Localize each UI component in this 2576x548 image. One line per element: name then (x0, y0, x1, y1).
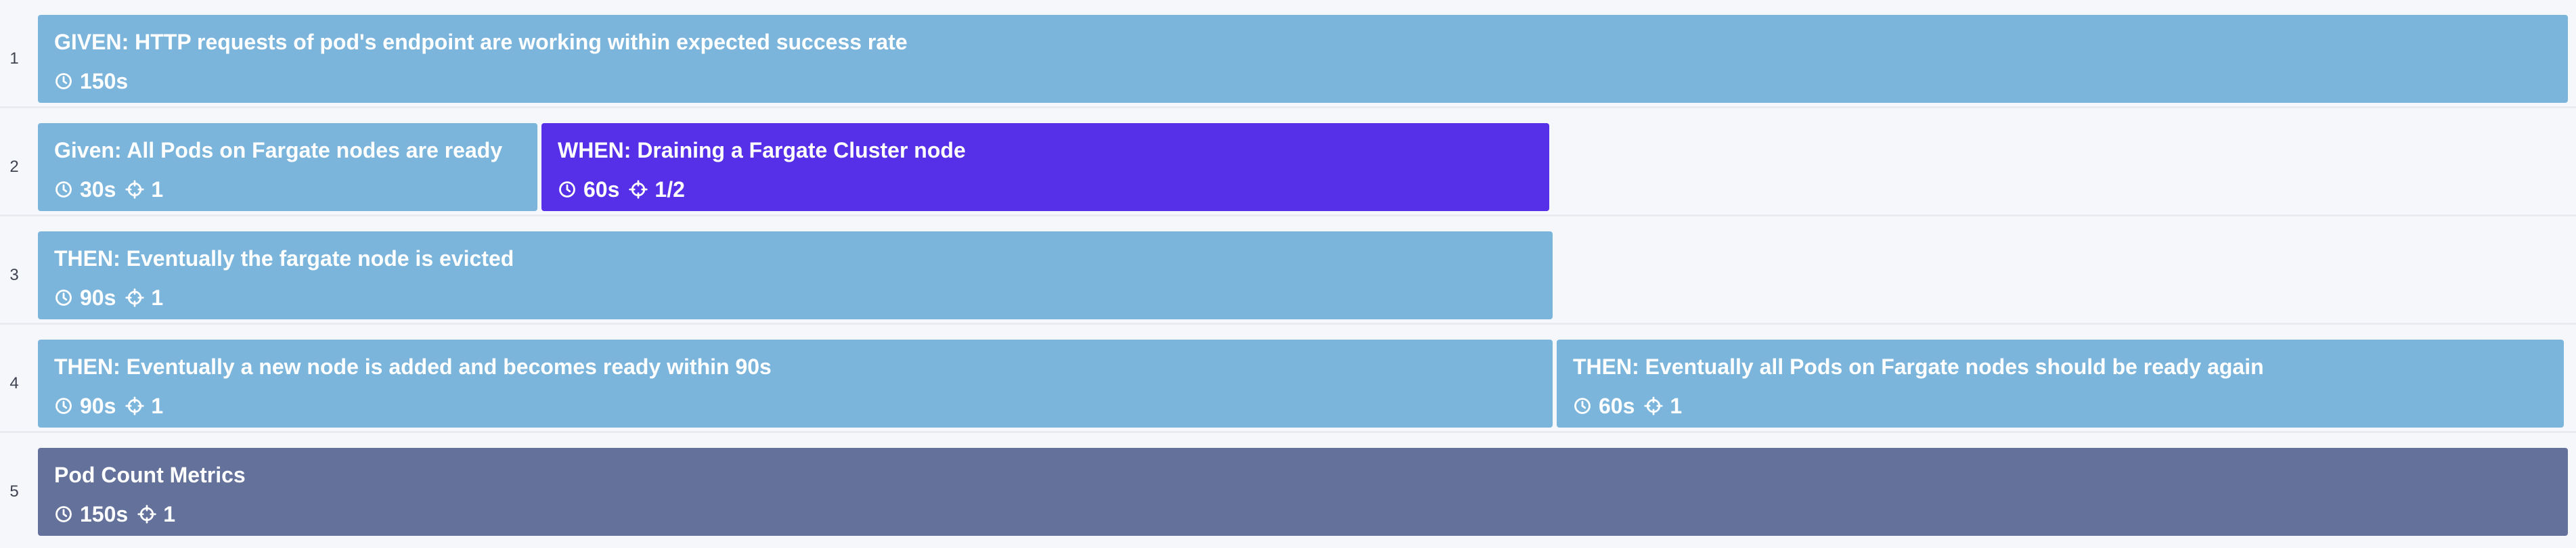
clock-icon (55, 506, 72, 522)
duration-value: 150s (80, 69, 129, 93)
clock-icon (55, 398, 72, 414)
step-http-success-rate[interactable]: GIVEN: HTTP requests of pod's endpoint a… (38, 15, 2568, 103)
duration-value: 60s (1599, 394, 1635, 418)
step-pod-count-metrics[interactable]: Pod Count Metrics 150s 1 (38, 448, 2568, 536)
duration-value: 150s (80, 502, 129, 526)
step-draining-node[interactable]: WHEN: Draining a Fargate Cluster node 60… (541, 123, 1549, 211)
target-icon (137, 505, 156, 524)
lane-number: 5 (9, 482, 19, 501)
duration-value: 60s (583, 177, 620, 202)
target-value: 1 (151, 394, 164, 418)
duration-value: 90s (80, 394, 116, 418)
lane-number: 3 (9, 266, 19, 284)
target-value: 1 (1670, 394, 1683, 418)
step-new-node-added[interactable]: THEN: Eventually a new node is added and… (38, 340, 1553, 428)
step-meta: 150s (54, 68, 137, 95)
step-title: THEN: Eventually the fargate node is evi… (54, 246, 514, 271)
duration-value: 90s (80, 286, 116, 310)
clock-icon (55, 73, 72, 89)
lane-gutter (0, 216, 32, 323)
step-meta: 60s 1/2 (558, 176, 694, 203)
step-pods-ready[interactable]: Given: All Pods on Fargate nodes are rea… (38, 123, 537, 211)
target-value: 1 (163, 502, 175, 526)
lane-number: 1 (9, 49, 19, 68)
clock-icon (55, 181, 72, 198)
step-meta: 150s 1 (54, 501, 185, 528)
lane-1: 1 GIVEN: HTTP requests of pod's endpoint… (0, 0, 2576, 108)
step-title: Given: All Pods on Fargate nodes are rea… (54, 138, 503, 162)
lane-number: 4 (9, 374, 19, 392)
step-meta: 90s 1 (54, 392, 173, 419)
target-icon (125, 396, 145, 415)
target-value: 1 (151, 286, 164, 310)
lane-gutter (0, 108, 32, 214)
target-icon (629, 180, 648, 199)
step-pods-ready-again[interactable]: THEN: Eventually all Pods on Fargate nod… (1557, 340, 2564, 428)
step-meta: 30s 1 (54, 176, 173, 203)
lane-gutter (0, 0, 32, 106)
step-title: GIVEN: HTTP requests of pod's endpoint a… (54, 30, 908, 54)
target-value: 1/2 (654, 177, 685, 202)
clock-icon (559, 181, 575, 198)
target-icon (125, 180, 145, 199)
lane-gutter (0, 433, 32, 548)
lane-number: 2 (9, 158, 19, 176)
step-meta: 60s 1 (1573, 392, 1691, 419)
clock-icon (55, 290, 72, 306)
lane-3: 3 THEN: Eventually the fargate node is e… (0, 216, 2576, 325)
lane-5: 5 Pod Count Metrics 150s 1 (0, 433, 2576, 548)
lane-2: 2 Given: All Pods on Fargate nodes are r… (0, 108, 2576, 216)
lane-4: 4 THEN: Eventually a new node is added a… (0, 325, 2576, 433)
duration-value: 30s (80, 177, 116, 202)
target-value: 1 (151, 177, 164, 202)
step-title: THEN: Eventually all Pods on Fargate nod… (1573, 355, 2264, 379)
target-icon (1644, 396, 1664, 415)
step-fargate-node-evicted[interactable]: THEN: Eventually the fargate node is evi… (38, 231, 1553, 319)
clock-icon (1574, 398, 1591, 414)
target-icon (125, 288, 145, 307)
step-title: Pod Count Metrics (54, 463, 246, 487)
step-meta: 90s 1 (54, 284, 173, 311)
step-title: WHEN: Draining a Fargate Cluster node (558, 138, 966, 162)
lane-gutter (0, 325, 32, 431)
step-title: THEN: Eventually a new node is added and… (54, 355, 772, 379)
